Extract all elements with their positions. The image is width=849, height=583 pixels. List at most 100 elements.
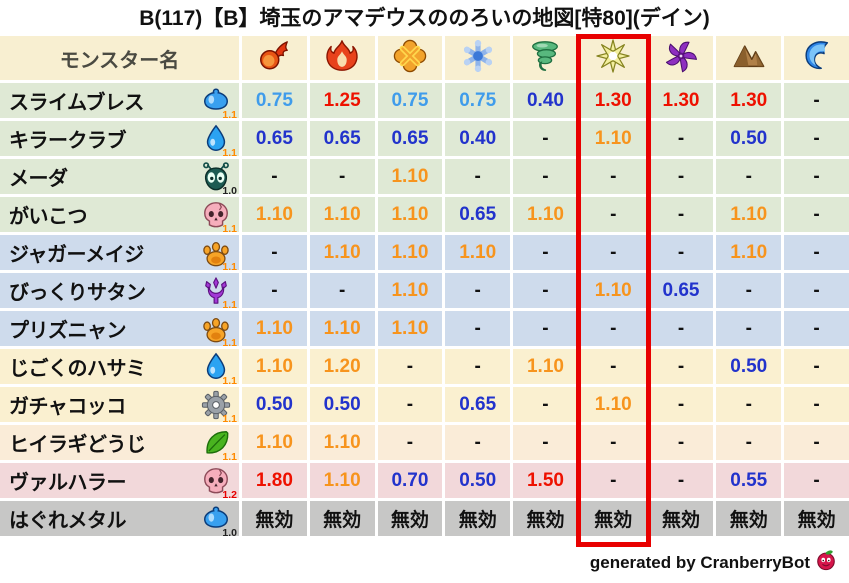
footer-credit-text: generated by CranberryBot [589, 552, 810, 572]
footer: generated by CranberryBot [590, 549, 837, 576]
monster-family-icon-wrap: 1.1 [201, 124, 237, 158]
multiplier-cell: - [784, 463, 849, 498]
multiplier-cell: - [784, 121, 849, 156]
header-row: モンスター名 [0, 36, 849, 80]
multiplier-cell: 0.40 [445, 121, 511, 156]
leaf-icon [201, 428, 231, 458]
monster-rate: 1.1 [222, 299, 238, 311]
monster-family-icon-wrap: 1.1 [201, 428, 237, 462]
multiplier-cell: - [309, 273, 375, 308]
multiplier-cell: - [716, 273, 782, 308]
multiplier-cell: - [648, 387, 714, 422]
multiplier-cell: 1.30 [580, 83, 646, 118]
slime-icon [201, 504, 231, 534]
monster-rate: 1.0 [222, 185, 238, 197]
multiplier-cell: - [784, 235, 849, 270]
table-row: キラークラブ 1.1 0.65 0.65 0.65 0.40-1.10-0.50- [0, 121, 849, 158]
monster-rate: 1.1 [222, 375, 238, 387]
multiplier-cell: 1.10 [309, 425, 375, 460]
element-column-header [445, 36, 511, 80]
gear-icon [201, 390, 231, 420]
table-row: ヒイラギどうじ 1.1 1.10 1.10- - - - - - - [0, 425, 849, 462]
multiplier-cell: - [648, 349, 714, 384]
monster-family-icon-wrap: 1.1 [201, 86, 237, 120]
multiplier-cell: - [377, 349, 443, 384]
multiplier-cell: - [716, 311, 782, 346]
multiplier-cell: - [784, 425, 849, 460]
multiplier-cell: 0.75 [242, 83, 307, 118]
multiplier-cell: - [377, 425, 443, 460]
table-row: スライムブレス 1.1 0.75 1.25 0.75 0.75 0.40 1.30 1.30 1.… [0, 83, 849, 120]
multiplier-cell: - [784, 159, 849, 194]
multiplier-cell: - [580, 311, 646, 346]
mountain-icon [732, 39, 766, 73]
skull-icon [201, 200, 231, 230]
multiplier-cell: 1.10 [309, 311, 375, 346]
table-row: プリズニャン 1.1 1.10 1.10 1.10- - - - - - [0, 311, 849, 349]
multiplier-cell: 1.10 [242, 311, 307, 346]
page-title: B(117)【B】埼玉のアマデウスののろいの地図[特80](デイン) [139, 7, 710, 30]
multiplier-cell: - [648, 159, 714, 194]
multiplier-cell: 1.10 [377, 197, 443, 232]
multiplier-cell: - [648, 121, 714, 156]
monster-family-icon-wrap: 1.1 [201, 200, 237, 234]
multiplier-cell: - [513, 425, 578, 460]
multiplier-cell: 0.65 [377, 121, 443, 156]
monster-name-cell: ヴァルハラー 1.2 [0, 463, 240, 500]
multiplier-cell: - [580, 425, 646, 460]
monster-name-cell: びっくりサタン 1.1 [0, 273, 240, 311]
multiplier-cell: 0.65 [309, 121, 375, 156]
monster-rate: 1.1 [222, 451, 238, 463]
multiplier-cell: - [648, 463, 714, 498]
multiplier-cell: 1.25 [309, 83, 375, 118]
resistance-table: モンスター名 スライムブレス 1.1 0.75 1.25 0.75 0.75 0.40 1.3… [0, 33, 849, 539]
multiplier-cell: 1.10 [377, 159, 443, 194]
multiplier-cell: - [242, 235, 307, 270]
monster-name-cell: スライムブレス 1.1 [0, 83, 240, 120]
multiplier-cell: - [648, 311, 714, 346]
multiplier-cell: - [445, 349, 511, 384]
multiplier-cell: 0.65 [445, 197, 511, 232]
table-row: びっくりサタン 1.1- -1.10- -1.10 0.65- - [0, 273, 849, 311]
monster-rate: 1.1 [222, 109, 238, 121]
monster-name-cell: はぐれメタル 1.0 [0, 501, 240, 538]
monster-name-cell: がいこつ 1.1 [0, 197, 240, 234]
waterdrop-icon [201, 124, 231, 154]
multiplier-cell: 0.70 [377, 463, 443, 498]
slime-icon [201, 86, 231, 116]
multiplier-cell: 0.75 [377, 83, 443, 118]
multiplier-cell: 0.50 [242, 387, 307, 422]
multiplier-cell: - [580, 159, 646, 194]
multiplier-cell: - [716, 425, 782, 460]
monster-name: ジャガーメイジ [9, 244, 144, 266]
multiplier-cell: - [648, 235, 714, 270]
monster-name: プリズニャン [9, 320, 127, 342]
light-burst-icon [596, 38, 630, 73]
paw-icon [201, 314, 231, 344]
monster-name: はぐれメタル [9, 510, 127, 532]
monster-name: ヴァルハラー [9, 472, 127, 494]
multiplier-cell: - [580, 197, 646, 232]
multiplier-cell: 無効 [784, 501, 849, 536]
multiplier-cell: - [513, 273, 578, 308]
flame-icon [325, 39, 359, 73]
multiplier-cell: - [445, 273, 511, 308]
multiplier-cell: - [784, 197, 849, 232]
multiplier-cell: 無効 [242, 501, 307, 536]
tornado-icon [528, 39, 562, 73]
pinwheel-icon [664, 39, 698, 73]
element-column-header [309, 36, 375, 80]
explosion-icon [393, 39, 427, 73]
multiplier-cell: - [513, 159, 578, 194]
monster-family-icon-wrap: 1.1 [201, 238, 237, 272]
multiplier-cell: 1.10 [580, 387, 646, 422]
multiplier-cell: 1.10 [309, 463, 375, 498]
monster-name: びっくりサタン [9, 282, 146, 304]
multiplier-cell: - [513, 311, 578, 346]
monster-rate: 1.1 [222, 261, 238, 273]
table-row: ジャガーメイジ 1.1-1.10 1.10 1.10- - -1.10- [0, 235, 849, 272]
multiplier-cell: 1.10 [242, 197, 307, 232]
monster-rate: 1.1 [222, 337, 238, 349]
multiplier-cell: - [309, 159, 375, 194]
multiplier-cell: - [580, 463, 646, 498]
